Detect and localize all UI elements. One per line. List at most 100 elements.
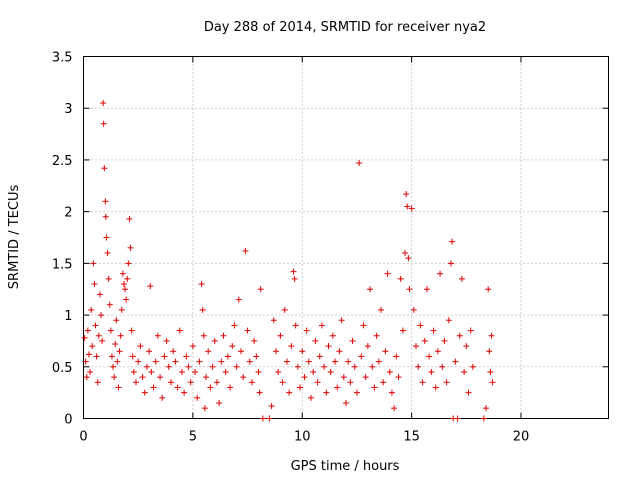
data-point	[283, 358, 290, 365]
data-point	[95, 332, 102, 339]
data-point	[434, 348, 441, 355]
data-point	[275, 368, 282, 375]
data-point	[104, 250, 111, 257]
data-point	[128, 327, 135, 334]
data-point	[353, 389, 360, 396]
data-point	[329, 332, 336, 339]
data-point	[200, 332, 207, 339]
data-point	[146, 348, 153, 355]
data-point	[255, 368, 262, 375]
data-point	[187, 379, 194, 386]
y-tick-label: 0.5	[52, 361, 73, 376]
data-points	[81, 100, 496, 422]
data-point	[485, 286, 492, 293]
data-point	[480, 415, 487, 422]
data-point	[489, 379, 496, 386]
data-point	[292, 322, 299, 329]
data-point	[439, 363, 446, 370]
data-point	[227, 384, 234, 391]
axis-ticks: 0 5 10 15 20 0 0.5 1 1.5 2 2.5 3 3.5	[52, 51, 609, 445]
data-point	[294, 363, 301, 370]
data-point	[246, 358, 253, 365]
data-point	[310, 368, 317, 375]
data-point	[196, 358, 203, 365]
data-point	[423, 286, 430, 293]
data-point	[356, 160, 363, 167]
data-point	[334, 384, 341, 391]
data-point	[395, 374, 402, 381]
data-point	[452, 358, 459, 365]
data-point	[393, 353, 400, 360]
data-point	[159, 394, 166, 401]
data-point	[130, 368, 137, 375]
data-point	[218, 358, 225, 365]
data-point	[176, 327, 183, 334]
data-point	[437, 270, 444, 277]
data-point	[367, 286, 374, 293]
data-point	[135, 358, 142, 365]
data-point	[323, 389, 330, 396]
data-point	[281, 306, 288, 313]
plot-frame	[83, 56, 609, 419]
data-point	[244, 327, 251, 334]
data-point	[83, 374, 90, 381]
data-point	[388, 389, 395, 396]
data-point	[127, 244, 134, 251]
data-point	[456, 332, 463, 339]
y-tick-label: 1.5	[52, 257, 73, 272]
data-point	[185, 363, 192, 370]
data-point	[111, 374, 118, 381]
data-point	[362, 374, 369, 381]
data-point	[402, 250, 409, 257]
data-point	[251, 337, 258, 344]
data-point	[125, 260, 132, 267]
x-axis-label: GPS time / hours	[291, 459, 400, 474]
data-point	[316, 353, 323, 360]
data-point	[94, 379, 101, 386]
data-point	[391, 405, 398, 412]
x-tick-label: 10	[294, 430, 311, 445]
data-point	[268, 403, 275, 410]
data-point	[93, 353, 100, 360]
data-point	[88, 306, 95, 313]
data-point	[205, 348, 212, 355]
data-point	[364, 343, 371, 350]
data-point	[369, 363, 376, 370]
data-point	[397, 275, 404, 282]
data-point	[91, 281, 98, 288]
data-point	[114, 358, 121, 365]
data-point	[96, 291, 103, 298]
data-point	[430, 327, 437, 334]
data-point	[112, 341, 119, 348]
y-axis-label: SRMTID / TECUs	[7, 185, 22, 290]
data-point	[129, 353, 136, 360]
data-point	[150, 384, 157, 391]
data-point	[375, 358, 382, 365]
data-point	[248, 379, 255, 386]
data-point	[233, 363, 240, 370]
data-point	[371, 384, 378, 391]
data-point	[113, 317, 120, 324]
data-point	[124, 275, 131, 282]
data-point	[253, 353, 260, 360]
data-point	[213, 379, 220, 386]
data-point	[488, 332, 495, 339]
data-point	[426, 353, 433, 360]
x-tick-label: 15	[403, 430, 420, 445]
data-point	[347, 379, 354, 386]
data-point	[408, 205, 415, 212]
data-point	[194, 394, 201, 401]
data-point	[299, 348, 306, 355]
data-point	[312, 337, 319, 344]
data-point	[148, 368, 155, 375]
data-point	[238, 348, 244, 355]
data-point	[172, 358, 179, 365]
data-point	[441, 337, 448, 344]
data-point	[461, 368, 468, 375]
data-point	[102, 213, 109, 220]
x-tick-label: 5	[189, 430, 197, 445]
data-point	[301, 374, 308, 381]
data-point	[454, 415, 461, 422]
data-point	[105, 275, 112, 282]
data-point	[443, 379, 450, 386]
